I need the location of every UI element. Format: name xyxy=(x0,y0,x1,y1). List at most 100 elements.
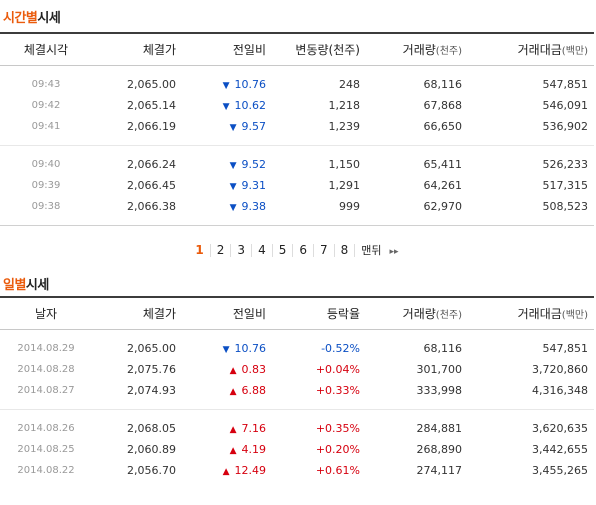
vol-change-cell: 1,291 xyxy=(328,178,361,192)
price-cell: 2,056.70 xyxy=(127,463,176,477)
change-cell: ▲ 4.19 xyxy=(184,439,272,460)
price-cell: 2,068.05 xyxy=(127,421,176,435)
time-cell: 09:38 xyxy=(31,200,61,212)
price-cell: 2,060.89 xyxy=(127,442,176,456)
row-spacer-cell xyxy=(0,145,594,154)
price-cell: 2,066.24 xyxy=(127,157,176,171)
page-link-8[interactable]: 8 xyxy=(335,244,356,257)
rate-cell: -0.52% xyxy=(321,341,360,355)
col-header-date: 날자 xyxy=(0,296,92,330)
col-header-volume: 거래량(천주) xyxy=(364,32,474,66)
table-row: 09:38 2,066.38 ▼ 9.38 999 62,970 508,523 xyxy=(0,196,594,217)
price-cell: 2,066.38 xyxy=(127,199,176,213)
pagination: 1 2 3 4 5 6 7 8 맨뒤 ▸▸ xyxy=(0,243,594,259)
vol-change-cell: 248 xyxy=(339,77,360,91)
col-header-change: 전일비 xyxy=(184,296,272,330)
amount-cell: 536,902 xyxy=(542,119,589,133)
vol-change-cell: 1,150 xyxy=(328,157,361,171)
col-header-price: 체결가 xyxy=(92,296,184,330)
time-cell: 09:42 xyxy=(31,99,61,111)
volume-cell: 62,970 xyxy=(423,199,463,213)
page-link-4[interactable]: 4 xyxy=(252,244,273,257)
down-arrow-icon: ▼ xyxy=(222,344,230,355)
col-header-amount-unit: (백만) xyxy=(561,309,588,321)
col-header-amount-label: 거래대금 xyxy=(517,306,562,321)
col-header-amount-label: 거래대금 xyxy=(517,42,562,57)
page-link-7[interactable]: 7 xyxy=(314,244,335,257)
row-spacer-cell xyxy=(0,329,594,338)
up-arrow-icon: ▲ xyxy=(229,365,237,376)
change-value: 9.57 xyxy=(241,119,267,133)
col-header-change: 전일비 xyxy=(184,32,272,66)
table-row: 09:39 2,066.45 ▼ 9.31 1,291 64,261 517,315 xyxy=(0,175,594,196)
change-value: 10.76 xyxy=(234,341,267,355)
amount-cell: 4,316,348 xyxy=(532,383,588,397)
change-cell: ▼ 10.62 xyxy=(184,95,272,116)
col-header-volume-label: 거래량 xyxy=(402,306,436,321)
vol-change-cell: 999 xyxy=(339,199,360,213)
amount-cell: 508,523 xyxy=(542,199,589,213)
volume-cell: 66,650 xyxy=(423,119,463,133)
volume-cell: 333,998 xyxy=(416,383,463,397)
price-cell: 2,065.00 xyxy=(127,341,176,355)
change-cell: ▼ 9.57 xyxy=(184,116,272,137)
up-arrow-icon: ▲ xyxy=(229,386,237,397)
volume-cell: 274,117 xyxy=(416,463,463,477)
table-row: 2014.08.27 2,074.93 ▲ 6.88 +0.33% 333,998 4,31… xyxy=(0,380,594,401)
col-header-volume-unit: (천주) xyxy=(435,45,462,57)
col-header-price: 체결가 xyxy=(92,32,184,66)
price-cell: 2,074.93 xyxy=(127,383,176,397)
volume-cell: 64,261 xyxy=(423,178,463,192)
next-pages-icon[interactable]: ▸▸ xyxy=(389,247,399,257)
table-row: 09:40 2,066.24 ▼ 9.52 1,150 65,411 526,233 xyxy=(0,154,594,175)
volume-cell: 68,116 xyxy=(423,77,463,91)
page-link-2[interactable]: 2 xyxy=(211,244,232,257)
date-cell: 2014.08.29 xyxy=(17,342,75,354)
change-cell: ▼ 10.76 xyxy=(184,338,272,359)
change-cell: ▲ 0.83 xyxy=(184,359,272,380)
price-cell: 2,066.45 xyxy=(127,178,176,192)
change-value: 7.16 xyxy=(241,421,267,435)
down-arrow-icon: ▼ xyxy=(222,80,230,91)
change-cell: ▼ 9.31 xyxy=(184,175,272,196)
price-cell: 2,065.00 xyxy=(127,77,176,91)
col-header-rate: 등락율 xyxy=(272,296,364,330)
down-arrow-icon: ▼ xyxy=(229,122,237,133)
amount-cell: 526,233 xyxy=(542,157,589,171)
daily-section-title: 일별시세 xyxy=(3,274,49,293)
amount-cell: 546,091 xyxy=(542,98,589,112)
volume-cell: 284,881 xyxy=(416,421,463,435)
page-link-3[interactable]: 3 xyxy=(231,244,253,257)
change-value: 4.19 xyxy=(241,442,267,456)
price-cell: 2,065.14 xyxy=(127,98,176,112)
change-value: 9.31 xyxy=(241,178,267,192)
volume-cell: 268,890 xyxy=(416,442,463,456)
row-spacer-cell xyxy=(0,400,594,410)
change-cell: ▲ 12.49 xyxy=(184,460,272,481)
table-row: 2014.08.25 2,060.89 ▲ 4.19 +0.20% 268,890 3,44… xyxy=(0,439,594,460)
page-link-6[interactable]: 6 xyxy=(293,244,314,257)
table-row: 09:43 2,065.00 ▼ 10.76 248 68,116 547,851 xyxy=(0,74,594,95)
date-cell: 2014.08.22 xyxy=(17,464,75,476)
last-page-link[interactable]: 맨뒤 xyxy=(361,244,382,257)
table-row: 09:41 2,066.19 ▼ 9.57 1,239 66,650 536,902 xyxy=(0,116,594,137)
page-link-1[interactable]: 1 xyxy=(189,244,211,257)
price-cell: 2,075.76 xyxy=(127,362,176,376)
col-header-amount-unit: (백만) xyxy=(561,45,588,57)
amount-cell: 547,851 xyxy=(542,341,589,355)
rate-cell: +0.33% xyxy=(315,383,360,397)
amount-cell: 3,442,655 xyxy=(532,442,588,456)
page-link-5[interactable]: 5 xyxy=(273,244,294,257)
amount-cell: 517,315 xyxy=(542,178,589,192)
change-value: 10.76 xyxy=(234,77,267,91)
row-spacer-cell xyxy=(0,409,594,418)
change-cell: ▼ 9.38 xyxy=(184,196,272,217)
time-cell: 09:43 xyxy=(31,78,61,90)
col-header-amount: 거래대금(백만) xyxy=(474,296,594,330)
hourly-title-rest: 시세 xyxy=(37,11,61,26)
down-arrow-icon: ▼ xyxy=(229,202,237,213)
row-spacer-cell xyxy=(0,136,594,146)
time-cell: 09:41 xyxy=(31,120,61,132)
rate-cell: +0.20% xyxy=(315,442,360,456)
hourly-section-title: 시간별시세 xyxy=(3,7,61,26)
